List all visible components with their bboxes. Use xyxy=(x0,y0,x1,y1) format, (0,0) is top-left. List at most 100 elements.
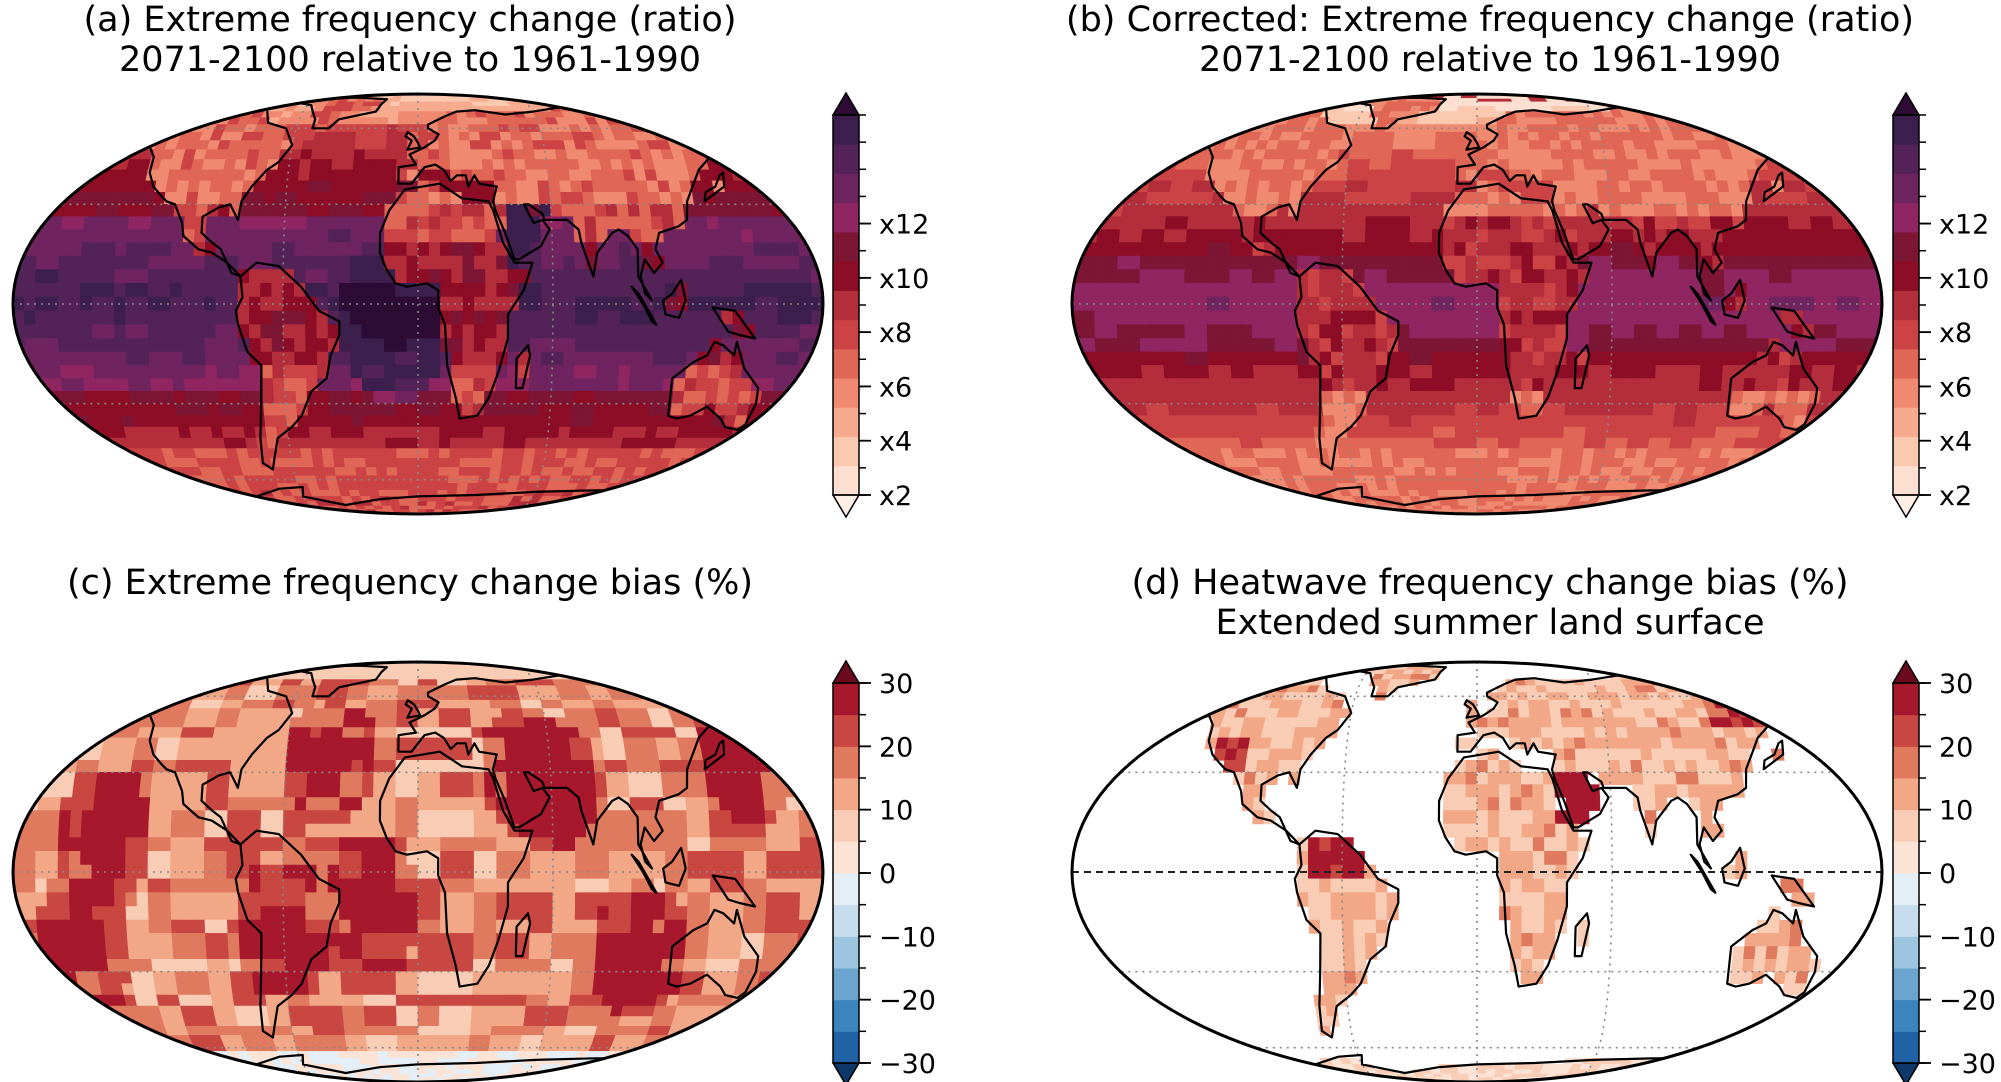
grid-cell xyxy=(154,95,180,99)
grid-cell xyxy=(451,282,464,298)
grid-cell xyxy=(1249,159,1264,171)
grid-cell xyxy=(260,324,273,339)
grid-cell xyxy=(674,365,687,379)
grid-cell xyxy=(605,98,624,103)
grid-cell xyxy=(462,255,475,270)
grid-cell xyxy=(532,511,554,514)
grid-cell xyxy=(1782,149,1798,160)
grid-cell xyxy=(46,324,59,339)
grid-cell xyxy=(1690,282,1703,298)
grid-cell xyxy=(1500,95,1512,99)
grid-cell xyxy=(1465,169,1478,182)
grid-cell xyxy=(372,296,385,312)
grid-cell xyxy=(1353,216,1367,230)
grid-cell xyxy=(137,95,164,99)
grid-cell xyxy=(562,98,579,103)
grid-cell xyxy=(181,111,199,118)
grid-cell xyxy=(810,324,823,339)
grid-cell xyxy=(1341,98,1359,103)
grid-cell xyxy=(312,496,326,503)
grid-cell xyxy=(146,117,164,125)
grid-cell xyxy=(620,296,633,312)
grid-cell xyxy=(580,489,596,497)
grid-cell xyxy=(428,140,440,150)
grid-cell xyxy=(642,131,658,141)
grid-cell xyxy=(741,117,761,125)
grid-cell xyxy=(1541,169,1554,182)
grid-cell xyxy=(1609,216,1623,230)
grid-cell xyxy=(653,94,689,97)
grid-cell xyxy=(1508,95,1521,99)
grid-cell xyxy=(1679,159,1694,171)
grid-cell xyxy=(546,511,570,514)
grid-cell xyxy=(1198,149,1214,160)
grid-cell xyxy=(1443,296,1455,312)
grid-cell xyxy=(1172,310,1185,326)
grid-cell xyxy=(1323,95,1342,99)
grid-cell xyxy=(1458,101,1469,107)
grid-cell xyxy=(236,149,250,160)
grid-cell xyxy=(1521,242,1534,257)
grid-cell xyxy=(759,159,775,171)
grid-cell xyxy=(1263,338,1276,353)
grid-cell xyxy=(633,169,648,182)
grid-cell xyxy=(25,242,38,257)
grid-cell xyxy=(787,338,801,353)
grid-cell xyxy=(707,98,731,103)
grid-cell xyxy=(467,511,482,514)
grid-cell xyxy=(409,509,419,513)
grid-cell xyxy=(737,390,752,405)
grid-cell xyxy=(565,448,579,459)
grid-cell xyxy=(97,192,112,205)
grid-cell xyxy=(1655,242,1669,257)
grid-cell xyxy=(170,94,204,97)
grid-cell xyxy=(1329,111,1344,118)
grid-cell xyxy=(439,204,452,217)
grid-cell xyxy=(226,338,239,353)
grid-cell xyxy=(773,426,789,439)
panel-c-title: (c) Extreme frequency change bias (%) xyxy=(10,563,810,603)
grid-cell xyxy=(1573,169,1587,182)
grid-cell xyxy=(91,296,104,312)
grid-cell xyxy=(1310,131,1324,141)
grid-cell xyxy=(188,131,204,141)
grid-cell xyxy=(742,106,763,112)
grid-cell xyxy=(648,475,665,484)
grid-cell xyxy=(1398,338,1411,353)
grid-cell xyxy=(1535,117,1548,125)
grid-cell xyxy=(178,426,192,439)
grid-cell xyxy=(293,296,306,312)
grid-cell xyxy=(196,95,219,99)
map-background xyxy=(1072,94,1882,514)
grid-cell xyxy=(306,94,326,97)
grid-cell xyxy=(685,101,706,107)
grid-cell xyxy=(141,489,161,497)
grid-cell xyxy=(104,229,118,243)
grid-cell xyxy=(46,310,59,326)
grid-cell xyxy=(1476,242,1489,257)
grid-cell xyxy=(473,310,486,326)
grid-cell xyxy=(672,483,690,491)
grid-cell xyxy=(723,149,739,160)
grid-cell xyxy=(192,310,205,326)
grid-cell xyxy=(193,242,206,257)
grid-cell xyxy=(1287,216,1300,230)
grid-cell xyxy=(327,296,340,312)
grid-cell xyxy=(230,95,251,99)
grid-cell xyxy=(646,415,660,428)
grid-cell xyxy=(350,242,363,257)
grid-cell xyxy=(204,351,217,366)
grid-cell xyxy=(533,101,549,107)
grid-cell xyxy=(1139,296,1152,312)
grid-cell xyxy=(1084,169,1100,182)
grid-cell xyxy=(451,98,464,103)
grid-cell xyxy=(1237,169,1251,182)
grid-cell xyxy=(282,282,295,298)
grid-cell xyxy=(550,204,563,217)
grid-cell xyxy=(388,496,400,503)
grid-cell xyxy=(1433,169,1445,182)
grid-cell xyxy=(560,101,577,107)
grid-cell xyxy=(1407,111,1420,118)
grid-cell xyxy=(1445,131,1457,141)
grid-cell xyxy=(148,101,168,107)
